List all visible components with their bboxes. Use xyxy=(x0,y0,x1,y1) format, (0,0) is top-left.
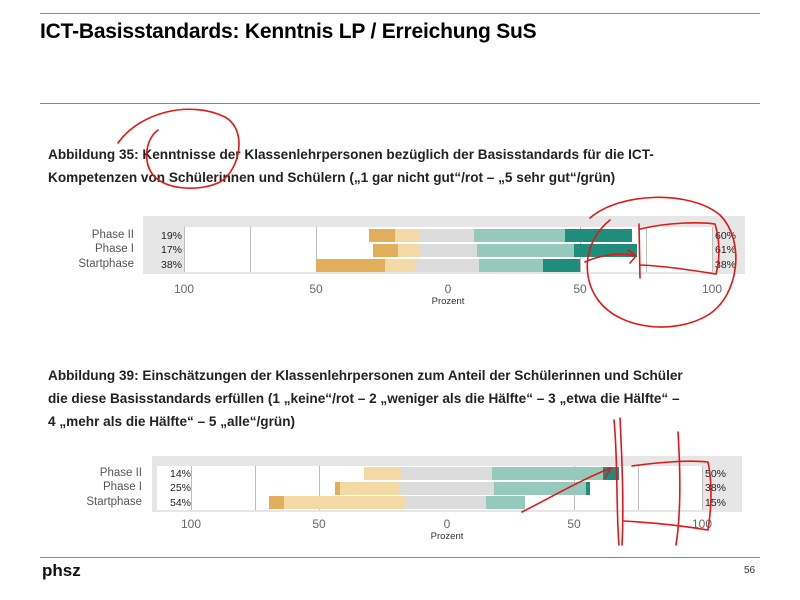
bar-phase-ii-level2 xyxy=(395,229,420,242)
left-pct-startphase: 54% xyxy=(170,497,192,509)
x-axis-label: Prozent xyxy=(431,296,465,307)
gridline-100-right xyxy=(702,466,703,510)
right-pct-phase-ii: 60% xyxy=(715,230,737,242)
gridline-75-right xyxy=(646,227,647,272)
bar-phase-i-level5 xyxy=(586,482,590,495)
figure39-caption-line1: Abbildung 39: Einschätzungen der Klassen… xyxy=(48,368,683,383)
figure35-caption-line1: Abbildung 35: Kenntnisse der Klassenlehr… xyxy=(48,147,654,162)
bar-phase-ii-level3 xyxy=(420,229,474,242)
bar-phase-i-level3 xyxy=(420,244,477,257)
gridline-75-left xyxy=(250,227,251,272)
gridline-50-left xyxy=(319,466,320,510)
x-tick: 100 xyxy=(701,282,723,296)
x-tick: 0 xyxy=(444,282,452,296)
x-tick: 50 xyxy=(573,282,587,296)
bar-startphase-level3 xyxy=(416,259,479,272)
left-pct-phase-i: 25% xyxy=(170,482,192,494)
bar-startphase-level1 xyxy=(269,496,284,509)
bar-phase-i-level4 xyxy=(477,244,574,257)
right-pct-startphase: 15% xyxy=(705,497,727,509)
bar-phase-i-level2 xyxy=(340,482,400,495)
bar-phase-ii-level4 xyxy=(474,229,565,242)
bar-startphase-level5 xyxy=(543,259,580,272)
x-tick: 50 xyxy=(309,282,323,296)
bar-startphase-level4 xyxy=(479,259,543,272)
x-tick: 50 xyxy=(312,517,326,531)
left-pct-phase-ii: 14% xyxy=(170,468,192,480)
right-pct-startphase: 38% xyxy=(715,259,737,271)
footer-rule xyxy=(40,557,760,558)
right-pct-phase-i: 38% xyxy=(705,482,727,494)
x-tick: 100 xyxy=(691,517,713,531)
gridline-100-left xyxy=(191,466,192,510)
top-rule xyxy=(40,13,760,14)
right-pct-phase-ii: 50% xyxy=(705,468,727,480)
bar-phase-ii-level2 xyxy=(364,467,402,480)
figure39-caption-line3: 4 „mehr als die Hälfte“ – 5 „alle“/grün) xyxy=(48,414,296,429)
bar-phase-i-level1 xyxy=(335,482,340,495)
bar-startphase-level3 xyxy=(406,496,486,509)
phsz-logo: phsz xyxy=(42,561,81,580)
bar-phase-i-level2 xyxy=(398,244,420,257)
left-pct-phase-ii: 19% xyxy=(161,230,183,242)
page-number: 56 xyxy=(744,565,756,576)
title-underline-rule xyxy=(40,103,760,104)
gridline-100-left xyxy=(184,227,185,272)
x-tick: 100 xyxy=(180,517,202,531)
figure39-caption: Abbildung 39: Einschätzungen der Klassen… xyxy=(48,364,683,433)
gridline-75-right xyxy=(638,466,639,510)
bar-phase-ii-level4 xyxy=(492,467,603,480)
bar-phase-ii-level5 xyxy=(565,229,632,242)
bar-phase-ii-level1 xyxy=(369,229,395,242)
left-pct-startphase: 38% xyxy=(161,259,183,271)
gridline-75-left xyxy=(255,466,256,510)
gridline-100-right xyxy=(712,227,713,272)
bar-phase-i-level3 xyxy=(400,482,494,495)
bar-phase-ii-level5 xyxy=(603,467,619,480)
bar-phase-i-level4 xyxy=(494,482,586,495)
bar-phase-ii-level3 xyxy=(402,467,492,480)
row-label-phase-ii: Phase II xyxy=(99,467,142,479)
x-tick: 100 xyxy=(173,282,195,296)
x-axis-label: Prozent xyxy=(430,531,464,542)
bar-startphase-level2 xyxy=(385,259,416,272)
row-label-phase-i: Phase I xyxy=(95,243,134,255)
figure35-caption: Abbildung 35: Kenntnisse der Klassenlehr… xyxy=(48,143,654,189)
bar-startphase-level2 xyxy=(284,496,406,509)
x-tick: 50 xyxy=(567,517,581,531)
row-label-phase-i: Phase I xyxy=(103,481,142,493)
right-pct-phase-i: 61% xyxy=(715,244,737,256)
left-pct-phase-i: 17% xyxy=(161,244,183,256)
bar-phase-i-level5 xyxy=(574,244,637,257)
figure39-caption-line2: die diese Basisstandards erfüllen (1 „ke… xyxy=(48,391,680,406)
gridline-50-left xyxy=(316,227,317,272)
row-label-phase-ii: Phase II xyxy=(91,229,134,241)
x-tick: 0 xyxy=(443,517,451,531)
bar-phase-i-level1 xyxy=(373,244,398,257)
bar-startphase-level1 xyxy=(316,259,385,272)
row-label-startphase: Startphase xyxy=(86,496,142,508)
bar-startphase-level4 xyxy=(486,496,525,509)
row-label-startphase: Startphase xyxy=(78,258,134,270)
slide-title: ICT-Basisstandards: Kenntnis LP / Erreic… xyxy=(40,20,537,43)
figure35-caption-line2: Kompetenzen von Schülerinnen und Schüler… xyxy=(48,170,616,185)
